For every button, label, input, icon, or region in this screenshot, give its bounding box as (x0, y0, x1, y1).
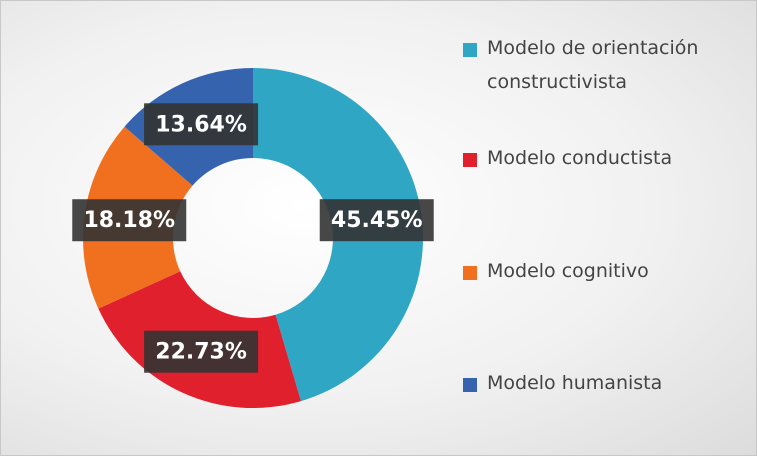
data-label-box (144, 103, 259, 146)
data-label: 45.45% (331, 208, 423, 233)
legend-label: Modelo cognitivo (487, 260, 649, 282)
legend-swatch (463, 153, 477, 167)
legend-entry: Modelo de orientación constructivista (463, 31, 748, 99)
legend-label: Modelo de orientación constructivista (487, 37, 699, 93)
data-label: 22.73% (155, 340, 247, 365)
legend-swatch (463, 378, 477, 392)
data-label-box (72, 199, 187, 242)
data-label: 13.64% (155, 112, 247, 137)
legend-entry: Modelo cognitivo (463, 254, 748, 288)
legend-label: Modelo conductista (487, 147, 673, 169)
legend-swatch (463, 266, 477, 280)
legend-swatch (463, 43, 477, 57)
data-label-box (144, 330, 259, 373)
data-label: 18.18% (83, 208, 175, 233)
legend-label: Modelo humanista (487, 372, 663, 394)
data-label-box (319, 199, 434, 242)
legend-entry: Modelo humanista (463, 366, 748, 400)
legend-entry: Modelo conductista (463, 141, 748, 175)
